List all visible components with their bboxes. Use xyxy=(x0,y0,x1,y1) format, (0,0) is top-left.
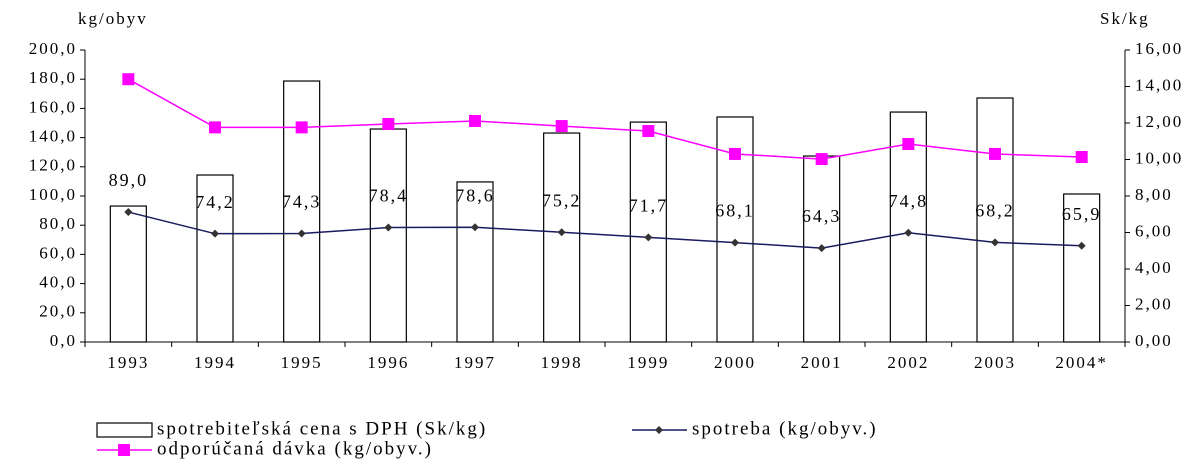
x-tick-label: 2000 xyxy=(714,353,756,372)
y-tick-label: 160,0 xyxy=(29,97,77,116)
data-label: 68,2 xyxy=(975,201,1015,221)
legend-marker xyxy=(118,444,130,456)
x-tick-label: 1998 xyxy=(541,353,583,372)
y-tick-label: 60,0 xyxy=(39,243,77,262)
y-tick-label: 20,0 xyxy=(39,302,77,321)
y-tick-label: 200,0 xyxy=(29,39,77,58)
y2-axis-label: Sk/kg xyxy=(1100,9,1150,28)
y-tick-label: 40,0 xyxy=(39,273,77,292)
data-label: 65,9 xyxy=(1062,204,1102,224)
bar xyxy=(889,111,927,343)
data-label: 68,1 xyxy=(715,201,755,221)
data-label: 78,6 xyxy=(455,185,495,205)
marker xyxy=(1075,151,1088,164)
data-label: 64,3 xyxy=(802,206,842,226)
bar xyxy=(109,205,147,343)
data-label: 78,4 xyxy=(369,186,409,206)
y2-tick-label: 8,00 xyxy=(1135,185,1173,204)
data-label: 75,2 xyxy=(542,190,582,210)
data-label: 71,7 xyxy=(629,195,669,215)
x-tick-label: 1995 xyxy=(281,353,323,372)
data-label: 74,3 xyxy=(282,192,322,212)
x-tick-label: 1993 xyxy=(107,353,149,372)
marker xyxy=(817,244,826,253)
y-tick-label: 80,0 xyxy=(39,214,77,233)
x-tick-label: 2004* xyxy=(1055,353,1108,372)
data-label: 74,8 xyxy=(889,191,929,211)
y-tick-label: 140,0 xyxy=(29,127,77,146)
y2-tick-label: 14,00 xyxy=(1135,75,1183,94)
legend-swatch xyxy=(96,422,153,438)
marker xyxy=(904,228,913,237)
legend-marker xyxy=(655,426,663,434)
y2-tick-label: 2,00 xyxy=(1135,294,1173,313)
marker xyxy=(989,147,1001,160)
marker xyxy=(122,73,135,86)
marker xyxy=(902,138,915,151)
y-tick-label: 0,0 xyxy=(50,331,77,350)
marker xyxy=(297,229,306,238)
legend-label: odporúčaná dávka (kg/obyv.) xyxy=(157,438,433,459)
y2-tick-label: 4,00 xyxy=(1135,258,1173,277)
marker xyxy=(209,121,221,134)
data-label: 89,0 xyxy=(109,170,149,190)
marker xyxy=(729,147,741,160)
y-tick-label: 120,0 xyxy=(29,156,77,175)
marker xyxy=(384,223,393,232)
bar xyxy=(456,181,494,343)
x-tick-label: 1994 xyxy=(194,353,236,372)
marker xyxy=(644,233,653,242)
marker xyxy=(124,208,133,217)
y2-tick-label: 10,00 xyxy=(1135,148,1183,167)
x-tick-label: 2001 xyxy=(801,353,843,372)
y2-tick-label: 6,00 xyxy=(1135,221,1173,240)
marker xyxy=(295,121,308,134)
line xyxy=(128,211,1082,249)
y-tick-label: 100,0 xyxy=(29,185,77,204)
marker xyxy=(557,228,566,237)
marker xyxy=(991,238,999,247)
y2-tick-label: 0,00 xyxy=(1135,331,1173,350)
x-tick-label: 1997 xyxy=(454,353,496,372)
bar xyxy=(629,121,667,343)
x-tick-label: 1996 xyxy=(367,353,409,372)
legend-label: spotrebiteľská cena s DPH (Sk/kg) xyxy=(157,418,487,439)
y2-tick-label: 12,00 xyxy=(1135,112,1183,131)
marker xyxy=(642,125,655,138)
x-tick-label: 2002 xyxy=(887,353,929,372)
bar xyxy=(976,97,1014,343)
data-label: 74,2 xyxy=(195,192,235,212)
legend-label: spotreba (kg/obyv.) xyxy=(692,418,878,439)
marker xyxy=(731,238,739,247)
line xyxy=(127,78,1082,160)
bar xyxy=(196,174,234,343)
bar xyxy=(283,80,321,343)
marker xyxy=(471,223,479,232)
bar xyxy=(543,132,581,343)
bar xyxy=(1063,193,1101,343)
marker xyxy=(1077,241,1086,250)
y-axis-label: kg/obyv xyxy=(78,9,148,28)
marker xyxy=(469,114,481,127)
marker xyxy=(211,229,219,238)
marker xyxy=(555,120,568,133)
y-tick-label: 180,0 xyxy=(29,68,77,87)
y2-tick-label: 16,00 xyxy=(1135,39,1183,58)
x-tick-label: 1999 xyxy=(627,353,669,372)
marker xyxy=(382,118,395,131)
marker xyxy=(815,153,828,166)
x-tick-label: 2003 xyxy=(974,353,1016,372)
bar xyxy=(369,128,407,343)
